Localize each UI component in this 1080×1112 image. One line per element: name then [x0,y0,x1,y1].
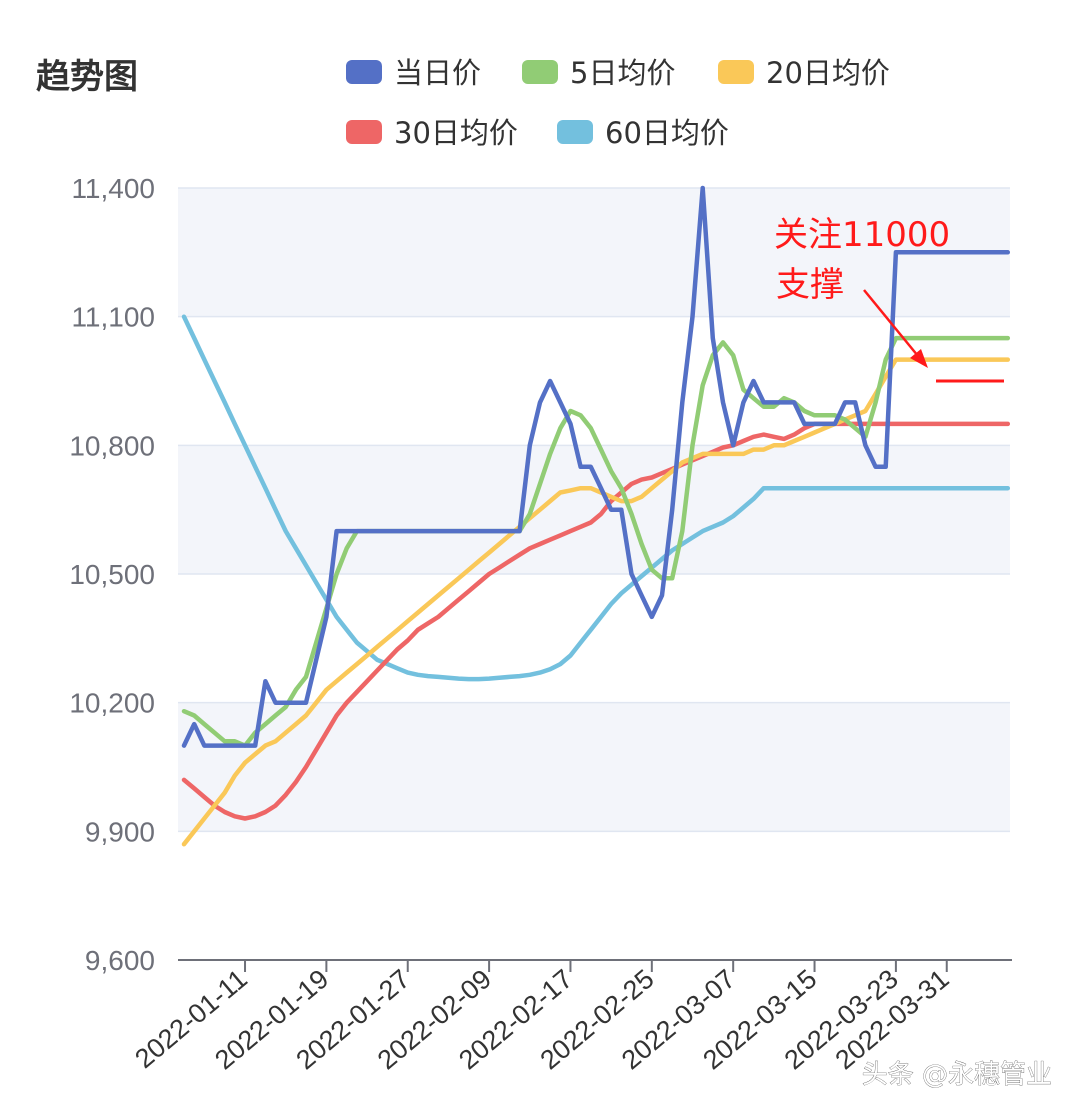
series-line-2 [181,357,1011,847]
legend-item[interactable]: 20日均价 [718,56,890,90]
annotation-text-line1: 关注11000 [774,215,950,255]
legend-item[interactable]: 5日均价 [522,56,675,90]
legend-item[interactable]: 30日均价 [346,116,518,150]
legend-label: 5日均价 [570,56,675,90]
y-tick-label: 10,800 [69,430,155,461]
series-lines [181,185,1011,847]
legend-item[interactable]: 当日价 [346,56,481,90]
grid-band [178,445,1010,574]
annotation-arrow-shaft [863,289,919,357]
legend-label: 30日均价 [394,116,518,150]
watermark: 头条 @永穗管业 [862,1060,1052,1090]
series-line-1 [181,335,1011,748]
chart-title: 趋势图 [36,57,138,97]
legend-label: 60日均价 [605,116,729,150]
y-tick-label: 9,600 [85,945,155,976]
y-tick-label: 11,100 [71,302,155,333]
legend-swatch [557,120,593,144]
legend-label: 当日价 [394,56,481,90]
legend[interactable]: 当日价 5日均价 20日均价 30日均价 60日均价 [346,56,890,150]
y-tick-label: 10,500 [69,559,155,590]
y-axis-ticks: 11,400 11,100 10,800 10,500 10,200 9,900 9,600 [69,173,155,976]
legend-label: 20日均价 [766,56,890,90]
legend-item[interactable]: 60日均价 [557,116,729,150]
annotation-text-line2: 支撑 [776,265,844,305]
support-annotation: 关注11000 支撑 [774,215,1004,383]
legend-swatch [346,120,382,144]
y-tick-label: 11,400 [71,173,155,204]
grid-band [178,702,1010,832]
y-tick-label: 9,900 [85,816,155,847]
series-line-0 [181,185,1011,748]
grid-bands [178,188,1010,832]
legend-swatch [718,60,754,84]
legend-swatch [346,60,382,84]
annotation-arrowhead [910,349,928,368]
y-tick-label: 10,200 [69,688,155,719]
grid-band [178,188,1010,317]
series-line-4 [181,314,1011,682]
x-axis-ticks: 2022-01-112022-01-192022-01-272022-02-09… [129,960,955,1075]
legend-swatch [522,60,558,84]
